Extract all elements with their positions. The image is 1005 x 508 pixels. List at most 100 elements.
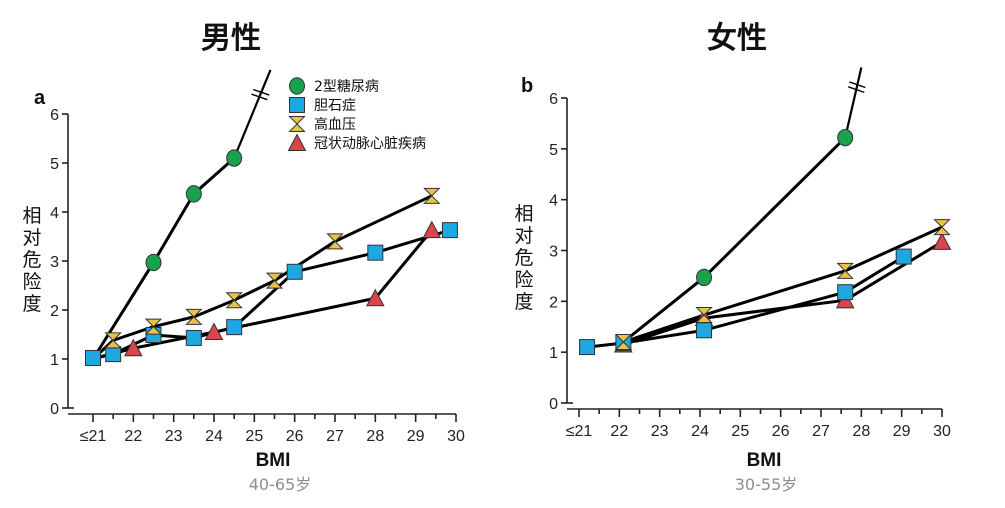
- legend-marker-gallstone: [289, 97, 305, 113]
- y-tick-label: 6: [549, 91, 558, 108]
- panel-b-markers: [579, 128, 952, 356]
- legend-label-chd: 冠状动脉心脏疾病: [314, 136, 426, 152]
- point-diabetes: [226, 149, 243, 167]
- point-hypertension: [933, 219, 951, 236]
- point-hypertension: [225, 292, 243, 309]
- x-tick-label: 22: [610, 423, 628, 440]
- y-tick-label: 5: [549, 142, 558, 159]
- point-diabetes: [696, 268, 713, 287]
- y-tick-label: 3: [50, 254, 59, 271]
- panel-b-lines: [586, 67, 943, 349]
- ylabel-char: 险: [514, 269, 533, 291]
- x-tick-label: 30: [933, 423, 951, 440]
- point-diabetes: [837, 128, 854, 147]
- ylabel-char: 险: [22, 271, 41, 293]
- x-tick-label: ≤21: [566, 423, 593, 440]
- series-line-hypertension: [91, 194, 433, 361]
- point-hypertension: [104, 332, 122, 349]
- point-gallstone: [286, 263, 303, 280]
- point-diabetes: [145, 253, 162, 272]
- point-hypertension: [836, 262, 854, 279]
- legend-label-gallstone: 胆石症: [314, 98, 356, 114]
- panel-a-title: 男性: [201, 21, 261, 56]
- y-tick-label: 1: [50, 352, 59, 369]
- point-gallstone: [837, 284, 854, 301]
- ylabel-char: 对: [514, 225, 533, 247]
- y-tick-label: 5: [50, 156, 59, 173]
- series-line-hypertension: [622, 225, 943, 344]
- point-chd: [124, 338, 143, 357]
- point-gallstone: [85, 350, 101, 367]
- ylabel-char: 危: [514, 247, 533, 269]
- y-tick-label: 4: [549, 193, 558, 210]
- point-hypertension: [265, 272, 284, 289]
- y-tick-label: 1: [549, 345, 558, 362]
- axis-break-mark: [849, 81, 866, 89]
- point-chd: [422, 220, 442, 239]
- ylabel-char: 对: [22, 227, 41, 249]
- axis-break-mark: [251, 93, 268, 101]
- panel-b-letter: b: [521, 75, 533, 97]
- panel-b-xlabel: BMI: [747, 450, 782, 471]
- y-tick-label: 4: [50, 205, 59, 222]
- legend-label-diabetes: 2型糖尿病: [314, 79, 379, 95]
- y-tick-label: 3: [549, 244, 558, 261]
- x-tick-label: 23: [651, 423, 669, 440]
- point-chd: [932, 232, 952, 250]
- panel-b-title: 女性: [707, 21, 767, 56]
- point-gallstone: [579, 339, 596, 356]
- x-tick-label: 28: [366, 428, 384, 445]
- ylabel-char: 相: [514, 203, 533, 225]
- panel-a-xsublabel: 40-65岁: [249, 475, 312, 494]
- legend-marker-diabetes: [289, 77, 305, 95]
- y-tick-label: 6: [50, 107, 59, 124]
- y-tick-label: 0: [549, 396, 558, 413]
- panel-b-xsublabel: 30-55岁: [735, 475, 798, 494]
- series-line-chd: [622, 240, 943, 346]
- point-gallstone: [226, 319, 243, 336]
- point-hypertension: [185, 308, 203, 325]
- y-tick-label: 2: [50, 303, 59, 320]
- x-tick-label: 24: [205, 428, 223, 445]
- panel-a-xlabel: BMI: [256, 450, 291, 471]
- point-hypertension: [423, 187, 441, 204]
- point-gallstone: [367, 244, 384, 261]
- panel-a-lines: [91, 69, 451, 361]
- panel-a-letter: a: [34, 87, 46, 109]
- point-chd: [204, 322, 224, 341]
- x-tick-label: ≤21: [80, 428, 107, 445]
- x-tick-label: 29: [893, 423, 911, 440]
- legend-label-hypertension: 高血压: [314, 116, 356, 133]
- point-gallstone: [895, 248, 912, 265]
- ylabel-char: 危: [22, 249, 41, 271]
- legend-marker-hypertension: [288, 116, 306, 132]
- x-tick-label: 24: [691, 423, 709, 440]
- legend-marker-chd: [287, 133, 307, 151]
- y-tick-label: 2: [549, 294, 558, 311]
- x-tick-label: 29: [407, 428, 425, 445]
- panel-a-markers: [85, 149, 458, 367]
- x-tick-label: 25: [245, 428, 263, 445]
- series-continuation-diabetes: [844, 67, 863, 138]
- y-tick-label: 0: [50, 401, 59, 418]
- ylabel-char: 相: [22, 205, 41, 227]
- x-tick-label: 27: [326, 428, 344, 445]
- point-gallstone: [105, 346, 122, 363]
- series-line-diabetes: [622, 136, 847, 344]
- axis-break-mark: [253, 88, 270, 96]
- point-hypertension: [695, 307, 713, 324]
- series-continuation-diabetes: [233, 69, 272, 159]
- x-tick-label: 26: [772, 423, 790, 440]
- x-tick-label: 23: [165, 428, 183, 445]
- point-gallstone: [696, 322, 713, 339]
- point-gallstone: [441, 222, 458, 239]
- x-tick-label: 27: [812, 423, 830, 440]
- ylabel-char: 度: [22, 293, 41, 315]
